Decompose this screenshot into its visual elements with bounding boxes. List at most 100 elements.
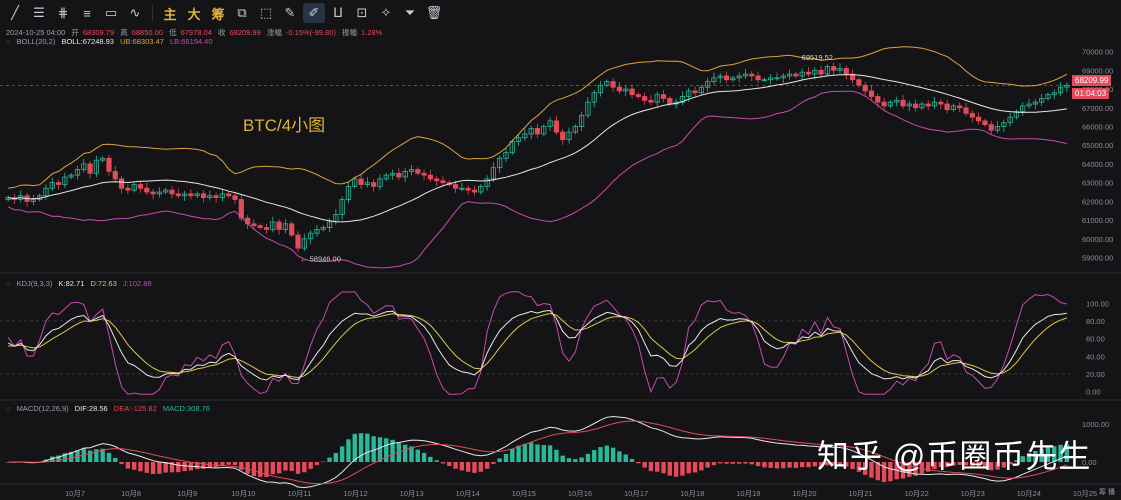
filter-icon[interactable]: ⏷ bbox=[404, 5, 416, 20]
candle-body bbox=[144, 187, 150, 193]
draw-icon[interactable]: ✐ bbox=[303, 3, 325, 23]
macd-histogram-bar bbox=[724, 462, 729, 464]
boll-visibility-icon[interactable]: ◌ bbox=[6, 37, 11, 46]
candle-body bbox=[326, 221, 333, 228]
price-tick-label: 69000.00 bbox=[1082, 66, 1113, 75]
indicator-tab-1[interactable]: 大 bbox=[187, 6, 201, 22]
ohlc-info-row: 2024-10-25 04:00 开 68309.79 高 68850.00 低 67… bbox=[6, 27, 386, 38]
kdj-name: KDJ(9,3,3) bbox=[16, 279, 53, 288]
macd-histogram-bar bbox=[339, 446, 345, 462]
horizontal-line-icon[interactable]: ☰ bbox=[33, 5, 45, 20]
macd-histogram-bar bbox=[781, 462, 786, 469]
macd-histogram-bar bbox=[1001, 462, 1007, 468]
macd-dea-line bbox=[8, 420, 1067, 485]
trend-line-icon[interactable]: ╱ bbox=[11, 5, 19, 20]
price-tick-label: 59000.00 bbox=[1082, 254, 1113, 263]
macd-histogram-bar bbox=[1052, 446, 1057, 462]
macd-histogram-bar bbox=[711, 462, 717, 466]
macd-histogram-bar bbox=[258, 462, 263, 477]
macd-histogram-bar bbox=[598, 447, 603, 462]
macd-histogram-bar bbox=[497, 458, 502, 462]
candle-body bbox=[541, 126, 547, 135]
candle-body bbox=[377, 178, 383, 187]
macd-histogram-bar bbox=[787, 462, 792, 468]
macd-histogram-bar bbox=[850, 462, 855, 470]
macd-histogram-bar bbox=[491, 462, 496, 464]
delete-icon[interactable]: 🗑 bbox=[425, 5, 443, 20]
candle-body bbox=[150, 191, 156, 195]
corner-label-1[interactable]: 筹 bbox=[1099, 489, 1107, 496]
candle-body bbox=[849, 73, 856, 81]
boll-info-row: ◌ BOLL(20,2) BOLL:67248.93 UB:68303.47 L… bbox=[6, 37, 217, 46]
macd-histogram-bar bbox=[131, 462, 137, 470]
candle-body bbox=[200, 193, 207, 199]
candle-body bbox=[232, 195, 238, 200]
candle-body bbox=[181, 193, 188, 197]
brush-icon[interactable]: ∿ bbox=[129, 5, 141, 20]
candle-body bbox=[793, 73, 799, 77]
macd-histogram-bar bbox=[321, 461, 326, 463]
indicator-tab-0[interactable]: 主 bbox=[163, 6, 177, 22]
boll-name: BOLL(20,2) bbox=[16, 37, 56, 46]
boll-mid-line bbox=[8, 74, 1067, 223]
x-tick-label: 10月21 bbox=[848, 489, 872, 498]
high-annotation: 69519.52 bbox=[802, 53, 833, 62]
macd-histogram-bar bbox=[686, 462, 691, 474]
candle-body bbox=[415, 169, 421, 174]
macd-histogram-bar bbox=[371, 436, 376, 462]
candle-body bbox=[263, 227, 270, 230]
rectangle-icon[interactable]: ▭ bbox=[104, 5, 118, 20]
candle-body bbox=[503, 152, 509, 159]
candle-body bbox=[723, 75, 730, 81]
ohlc-close-label: 收 bbox=[217, 28, 226, 37]
candle-body bbox=[1045, 94, 1051, 99]
macd-histogram-bar bbox=[302, 462, 307, 473]
candle-body bbox=[478, 185, 484, 193]
candle-body bbox=[768, 77, 774, 81]
macd-histogram-bar bbox=[579, 457, 584, 462]
macd-dea-value: DEA:-125.82 bbox=[113, 404, 157, 413]
macd-histogram-bar bbox=[799, 462, 805, 468]
kdj-visibility-icon[interactable]: ◌ bbox=[6, 279, 11, 288]
candle-body bbox=[55, 182, 62, 185]
candle-body bbox=[591, 92, 597, 103]
macd-histogram-bar bbox=[718, 462, 723, 464]
pattern-icon[interactable]: ⵡ bbox=[333, 5, 343, 20]
candle-body bbox=[74, 169, 81, 176]
macd-histogram-bar bbox=[837, 462, 843, 466]
macd-histogram-bar bbox=[409, 446, 414, 462]
macd-histogram-bar bbox=[125, 462, 131, 469]
macd-histogram-bar bbox=[87, 450, 93, 462]
macd-histogram-bar bbox=[680, 462, 685, 476]
macd-histogram-bar bbox=[995, 462, 1000, 470]
candle-body bbox=[736, 75, 742, 79]
countdown-tag: 01:04:03 bbox=[1072, 88, 1110, 99]
macd-histogram-bar bbox=[68, 451, 74, 462]
candle-body bbox=[1032, 101, 1038, 105]
candle-body bbox=[868, 90, 875, 97]
candle-body bbox=[207, 195, 213, 199]
macd-dif-line bbox=[8, 415, 1067, 489]
macd-histogram-bar bbox=[428, 456, 433, 462]
fib-icon[interactable]: ≡ bbox=[83, 5, 91, 21]
macd-histogram-bar bbox=[989, 462, 994, 471]
ruler-icon[interactable]: ⊡ bbox=[356, 5, 368, 20]
macd-histogram-bar bbox=[844, 462, 849, 467]
macd-histogram-bar bbox=[56, 455, 61, 462]
macd-histogram-bar bbox=[478, 462, 483, 472]
candle-body bbox=[1051, 92, 1057, 96]
select-icon[interactable]: ⬚ bbox=[259, 5, 273, 20]
macd-histogram-bar bbox=[5, 462, 11, 463]
indicator-tab-2[interactable]: 筹 bbox=[211, 6, 225, 22]
macd-histogram-bar bbox=[150, 462, 156, 475]
corner-label-2[interactable]: 播 bbox=[1108, 489, 1115, 496]
macd-visibility-icon[interactable]: ◌ bbox=[6, 404, 11, 413]
macd-histogram-bar bbox=[932, 462, 937, 469]
macd-histogram-bar bbox=[919, 462, 925, 474]
pen-icon[interactable]: ✎ bbox=[284, 5, 296, 20]
candle-body bbox=[547, 120, 553, 127]
parallel-channel-icon[interactable]: ⋕ bbox=[57, 5, 69, 20]
measure-icon[interactable]: ⧉ bbox=[237, 5, 247, 20]
magic-icon[interactable]: ✧ bbox=[380, 5, 392, 20]
